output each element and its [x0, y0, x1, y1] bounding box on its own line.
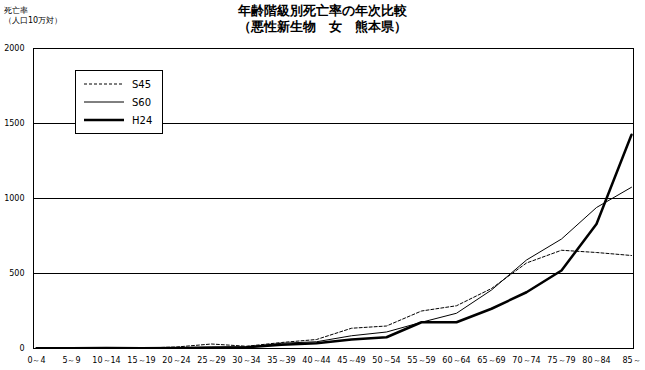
svg-text:10～14: 10～14 [92, 356, 120, 365]
svg-text:15～19: 15～19 [127, 356, 155, 365]
svg-text:25～29: 25～29 [197, 356, 225, 365]
html-text:H24: H24 [132, 114, 153, 126]
svg-text:5～9: 5～9 [62, 356, 80, 365]
svg-text:85～: 85～ [622, 356, 640, 365]
svg-text:1000: 1000 [4, 194, 24, 203]
html-text:死亡率 （人口10万対）: 死亡率 （人口10万対） [4, 6, 63, 25]
svg-text:1500: 1500 [4, 119, 24, 128]
svg-text:75～79: 75～79 [547, 356, 575, 365]
svg-text:0～4: 0～4 [27, 356, 45, 365]
svg-text:0: 0 [19, 344, 24, 353]
svg-text:2000: 2000 [4, 44, 24, 53]
svg-text:500: 500 [9, 269, 24, 278]
svg-text:40～44: 40～44 [302, 356, 330, 365]
svg-text:35～39: 35～39 [267, 356, 295, 365]
svg-text:50～54: 50～54 [372, 356, 400, 365]
svg-text:45～49: 45～49 [337, 356, 365, 365]
svg-text:65～69: 65～69 [477, 356, 505, 365]
svg-text:70～74: 70～74 [512, 356, 540, 365]
svg-text:60～64: 60～64 [442, 356, 470, 365]
html-text:年齢階級別死亡率の年次比較 （悪性新生物 女 熊本県）: 年齢階級別死亡率の年次比較 （悪性新生物 女 熊本県） [238, 3, 407, 34]
svg-text:80～84: 80～84 [582, 356, 610, 365]
svg-text:55～59: 55～59 [407, 356, 435, 365]
svg-text:20～24: 20～24 [162, 356, 190, 365]
html-text:S45: S45 [132, 78, 152, 90]
svg-text:30～34: 30～34 [232, 356, 260, 365]
html-text:S60: S60 [132, 96, 152, 108]
